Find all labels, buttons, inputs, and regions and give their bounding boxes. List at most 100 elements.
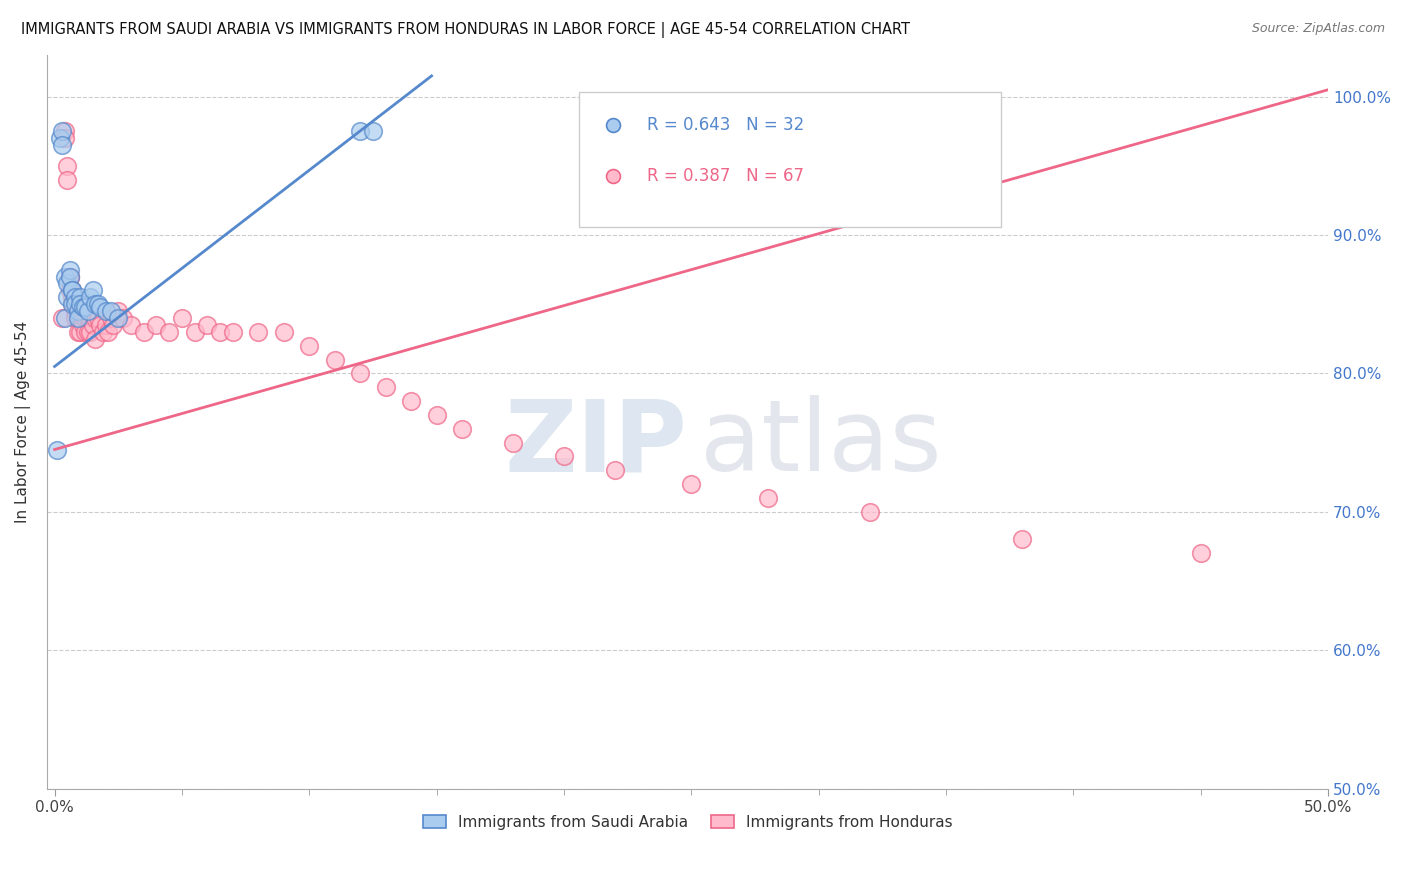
Point bbox=[1170, 221, 1192, 235]
Point bbox=[59, 262, 82, 277]
Point bbox=[89, 300, 111, 314]
Text: R = 0.643   N = 32: R = 0.643 N = 32 bbox=[647, 116, 804, 134]
Point bbox=[87, 297, 110, 311]
Point bbox=[69, 325, 91, 339]
Point bbox=[66, 300, 89, 314]
Point bbox=[72, 318, 94, 332]
Point bbox=[94, 304, 117, 318]
Point bbox=[82, 318, 104, 332]
Point bbox=[75, 325, 97, 339]
Point bbox=[62, 284, 84, 298]
Point bbox=[56, 290, 79, 304]
Point bbox=[82, 284, 104, 298]
Point bbox=[59, 269, 82, 284]
Point bbox=[349, 367, 371, 381]
Point bbox=[157, 325, 180, 339]
Point bbox=[75, 311, 97, 326]
Point bbox=[87, 311, 110, 326]
Point bbox=[63, 297, 86, 311]
Point bbox=[76, 311, 98, 326]
Point bbox=[84, 311, 107, 326]
Point bbox=[63, 311, 86, 326]
Point bbox=[48, 131, 70, 145]
Point bbox=[84, 297, 107, 311]
Point bbox=[56, 277, 79, 291]
Point bbox=[103, 318, 125, 332]
Point bbox=[59, 269, 82, 284]
Point bbox=[66, 311, 89, 326]
Point bbox=[56, 159, 79, 173]
Point bbox=[247, 325, 270, 339]
Text: IMMIGRANTS FROM SAUDI ARABIA VS IMMIGRANTS FROM HONDURAS IN LABOR FORCE | AGE 45: IMMIGRANTS FROM SAUDI ARABIA VS IMMIGRAN… bbox=[21, 22, 910, 38]
FancyBboxPatch shape bbox=[579, 92, 1001, 227]
Point bbox=[53, 124, 76, 138]
Point bbox=[553, 450, 575, 464]
Point bbox=[361, 124, 384, 138]
Point bbox=[53, 269, 76, 284]
Point bbox=[132, 325, 155, 339]
Point bbox=[69, 304, 91, 318]
Point bbox=[72, 300, 94, 314]
Point bbox=[51, 311, 73, 326]
Point bbox=[59, 269, 82, 284]
Point bbox=[426, 408, 449, 422]
Point bbox=[349, 124, 371, 138]
Point bbox=[79, 325, 101, 339]
Point bbox=[51, 138, 73, 153]
Text: ZIP: ZIP bbox=[505, 395, 688, 492]
Point bbox=[63, 290, 86, 304]
Point bbox=[502, 435, 524, 450]
Point bbox=[107, 311, 129, 326]
Point bbox=[79, 290, 101, 304]
Point bbox=[62, 290, 84, 304]
Point bbox=[112, 311, 135, 326]
Point bbox=[53, 131, 76, 145]
Point bbox=[756, 491, 779, 505]
Point bbox=[72, 304, 94, 318]
Point bbox=[59, 284, 82, 298]
Point bbox=[62, 297, 84, 311]
Point bbox=[56, 172, 79, 186]
Point bbox=[51, 124, 73, 138]
Point bbox=[62, 284, 84, 298]
Text: R = 0.387   N = 67: R = 0.387 N = 67 bbox=[647, 167, 804, 186]
Point bbox=[69, 290, 91, 304]
Point bbox=[82, 311, 104, 326]
Point bbox=[183, 325, 205, 339]
Y-axis label: In Labor Force | Age 45-54: In Labor Force | Age 45-54 bbox=[15, 321, 31, 523]
Point bbox=[94, 318, 117, 332]
Point bbox=[69, 311, 91, 326]
Point bbox=[209, 325, 232, 339]
Point bbox=[107, 304, 129, 318]
Text: Source: ZipAtlas.com: Source: ZipAtlas.com bbox=[1251, 22, 1385, 36]
Point bbox=[75, 300, 97, 314]
Point bbox=[63, 290, 86, 304]
Legend: Immigrants from Saudi Arabia, Immigrants from Honduras: Immigrants from Saudi Arabia, Immigrants… bbox=[416, 809, 959, 836]
Point bbox=[1170, 318, 1192, 332]
Point bbox=[222, 325, 245, 339]
Point bbox=[89, 318, 111, 332]
Point bbox=[298, 339, 321, 353]
Point bbox=[451, 422, 474, 436]
Point bbox=[1011, 533, 1033, 547]
Point bbox=[273, 325, 295, 339]
Point bbox=[399, 394, 422, 409]
Point bbox=[69, 297, 91, 311]
Point bbox=[84, 332, 107, 346]
Point bbox=[53, 311, 76, 326]
Text: atlas: atlas bbox=[700, 395, 942, 492]
Point bbox=[197, 318, 219, 332]
Point bbox=[145, 318, 167, 332]
Point bbox=[46, 442, 69, 457]
Point bbox=[79, 311, 101, 326]
Point bbox=[120, 318, 142, 332]
Point bbox=[66, 304, 89, 318]
Point bbox=[62, 297, 84, 311]
Point bbox=[91, 325, 114, 339]
Point bbox=[323, 352, 346, 367]
Point bbox=[66, 311, 89, 326]
Point bbox=[603, 463, 626, 477]
Point bbox=[100, 311, 122, 326]
Point bbox=[1189, 546, 1212, 560]
Point bbox=[97, 325, 120, 339]
